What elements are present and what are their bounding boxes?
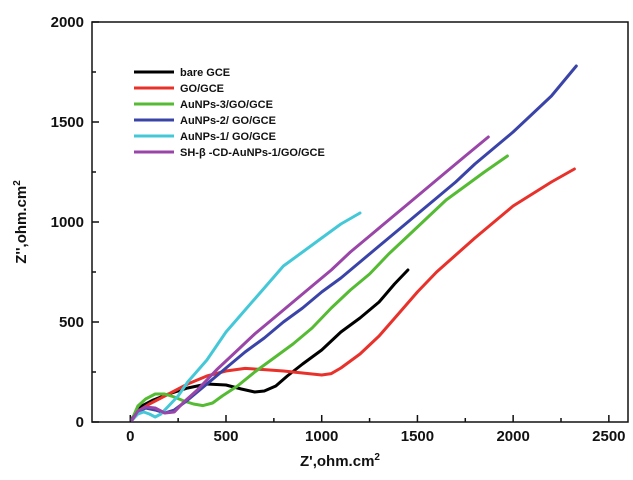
series-line <box>130 167 576 420</box>
axis-ticks: 0 500 1000 1500 2000 2500 0 500 1000 1500 2000 <box>51 14 626 445</box>
series-line <box>130 154 509 421</box>
legend-label: AuNPs-2/ GO/GCE <box>180 115 276 127</box>
x-tick-label: 2000 <box>496 428 529 445</box>
series-line <box>130 135 490 422</box>
legend-label: AuNPs-3/GO/GCE <box>180 99 273 111</box>
x-tick-label: 500 <box>213 428 238 445</box>
x-tick-label: 1000 <box>305 428 338 445</box>
y-tick-label: 1000 <box>51 214 84 231</box>
x-tick-label: 1500 <box>401 428 434 445</box>
x-tick-label: 2500 <box>592 428 625 445</box>
legend: bare GCE GO/GCE AuNPs-3/GO/GCE AuNPs-2/ GO/… <box>134 67 325 159</box>
legend-label: SH-β -CD-AuNPs-1/GO/GCE <box>180 147 325 159</box>
plot-area-frame <box>91 21 629 423</box>
y-tick-label: 0 <box>76 414 84 431</box>
x-axis-title: Z',ohm.cm2 <box>300 452 380 470</box>
series-line <box>130 211 362 422</box>
y-tick-label: 500 <box>59 314 84 331</box>
y-axis-title: Z'',ohm.cm2 <box>12 180 30 264</box>
y-tick-label: 2000 <box>51 14 84 31</box>
legend-label: GO/GCE <box>180 83 224 95</box>
series-layer <box>130 64 578 422</box>
x-tick-label: 0 <box>126 428 134 445</box>
legend-label: bare GCE <box>180 67 230 79</box>
legend-label: AuNPs-1/ GO/GCE <box>180 131 276 143</box>
y-tick-label: 1500 <box>51 114 84 131</box>
